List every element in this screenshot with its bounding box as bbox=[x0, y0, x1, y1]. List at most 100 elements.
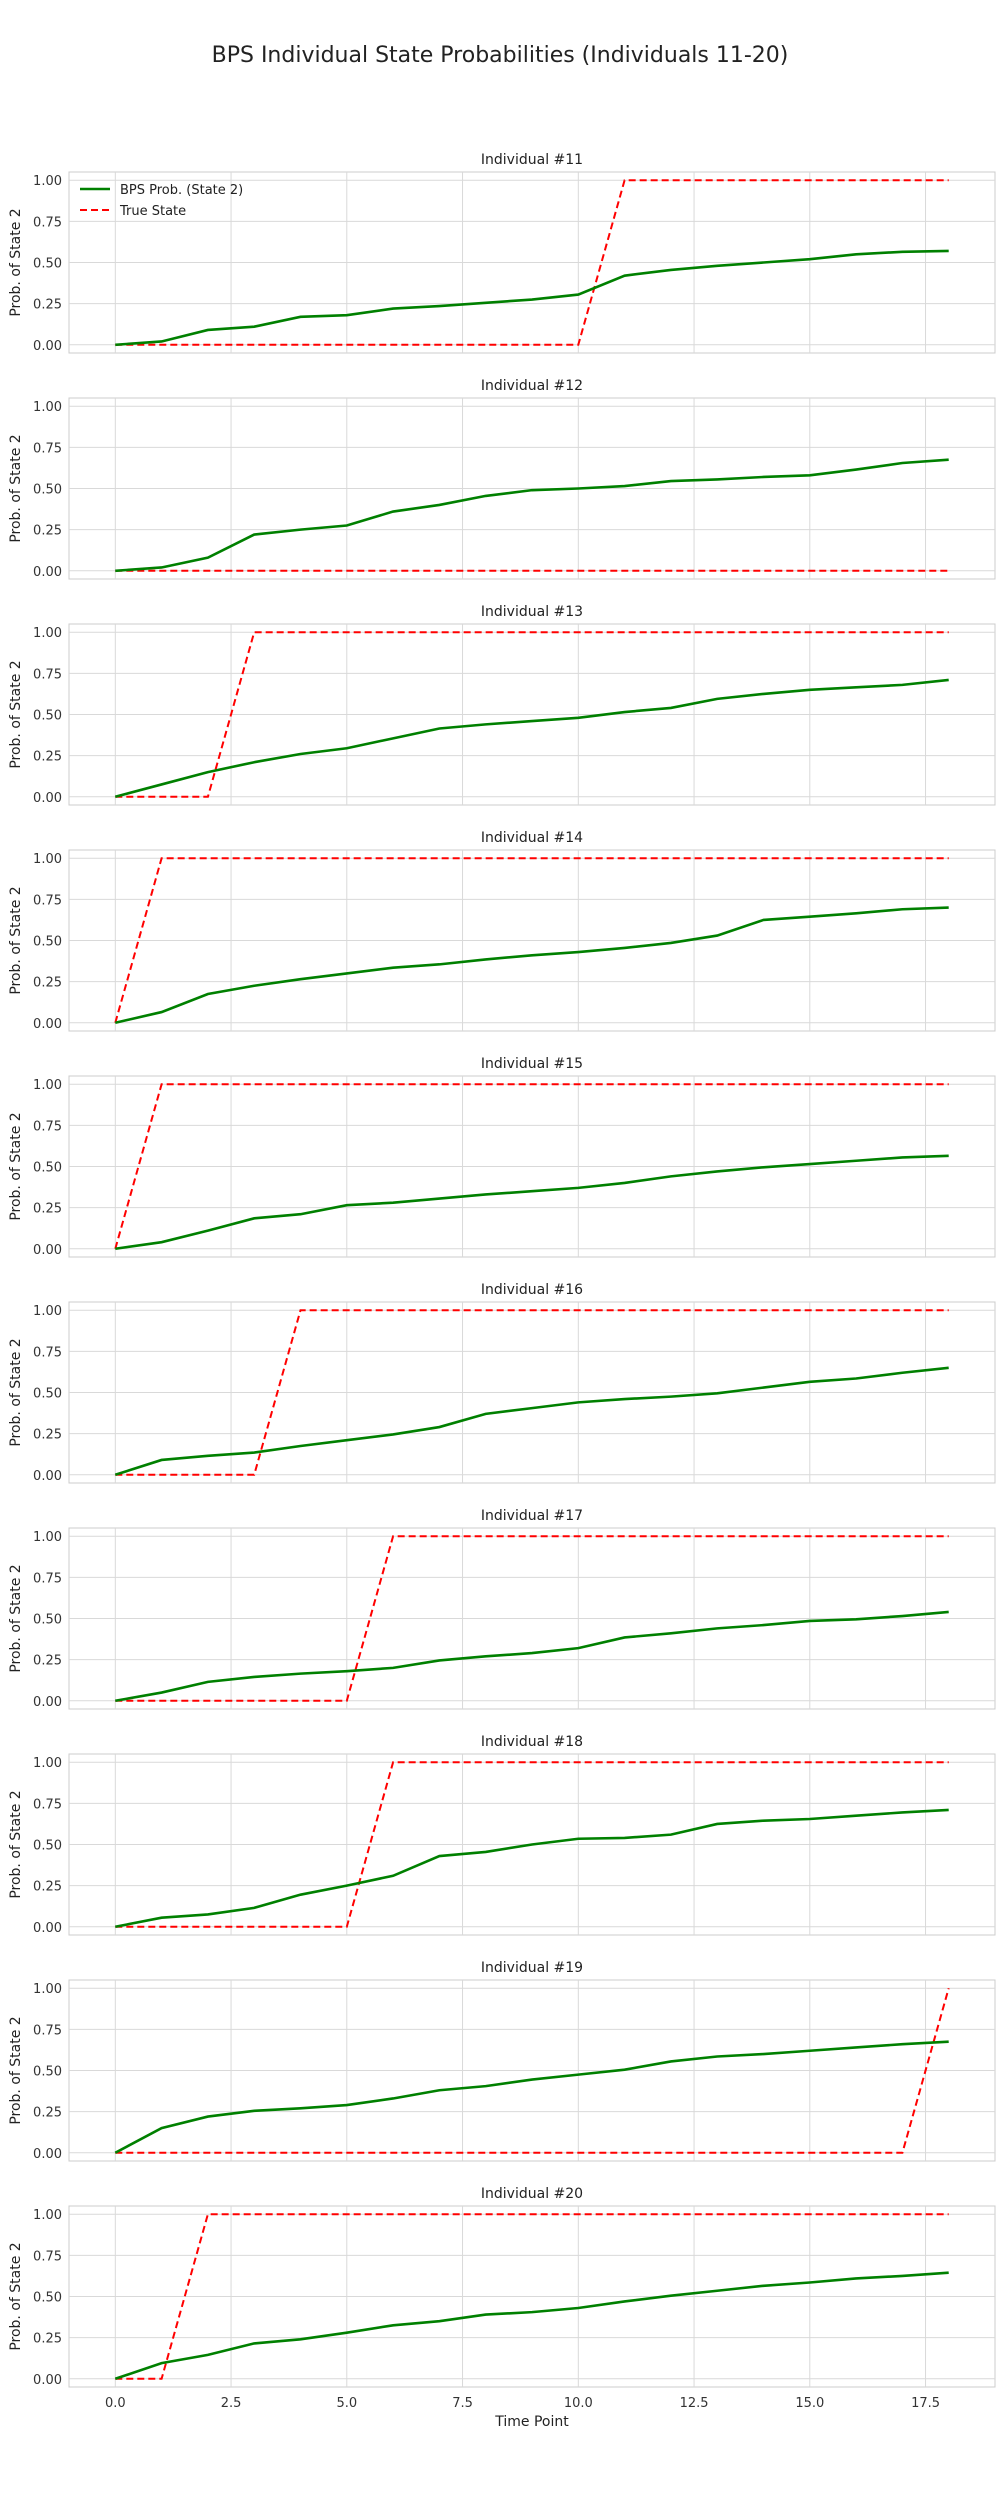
y-tick-label: 1.00 bbox=[33, 852, 62, 867]
bps-prob-line bbox=[114, 2040, 949, 2154]
figure-title: BPS Individual State Probabilities (Indi… bbox=[211, 43, 789, 68]
panel-3: Individual #13 0.00 0.25 0.50 0.75 1.00 Prob. … bbox=[8, 604, 996, 806]
legend-label-bps: BPS Prob. (State 2) bbox=[120, 183, 243, 198]
y-tick-label: 0.25 bbox=[33, 1202, 62, 1217]
y-tick-label: 0.25 bbox=[33, 1654, 62, 1669]
x-tick-label: 5.0 bbox=[336, 2396, 357, 2411]
y-tick-label: 1.00 bbox=[33, 2208, 62, 2223]
y-axis-label: Prob. of State 2 bbox=[8, 2016, 24, 2124]
y-tick-label: 0.25 bbox=[33, 1880, 62, 1895]
bps-prob-line bbox=[115, 906, 949, 1025]
y-tick-label: 0.25 bbox=[33, 976, 62, 991]
y-tick-label: 0.00 bbox=[33, 2147, 62, 2162]
y-tick-label: 0.75 bbox=[33, 1119, 62, 1134]
y-tick-label: 0.50 bbox=[33, 1161, 62, 1176]
x-tick-label: 12.5 bbox=[680, 2396, 709, 2411]
true-state-line bbox=[115, 1535, 949, 1702]
y-tick-label: 1.00 bbox=[33, 1982, 62, 1997]
bps-prob-line bbox=[115, 1610, 949, 1703]
panel-7: Individual #17 0.00 0.25 0.50 0.75 1.00 Prob. … bbox=[8, 1508, 996, 1710]
y-tick-label: 0.00 bbox=[33, 1017, 62, 1032]
y-tick-label: 0.50 bbox=[33, 257, 62, 272]
y-tick-label: 0.25 bbox=[33, 2332, 62, 2347]
y-tick-label: 0.00 bbox=[33, 1469, 62, 1484]
y-tick-label: 0.75 bbox=[33, 2249, 62, 2264]
y-tick-label: 0.50 bbox=[33, 1839, 62, 1854]
y-axis-label: Prob. of State 2 bbox=[8, 886, 24, 994]
y-tick-label: 0.25 bbox=[33, 2106, 62, 2121]
y-tick-label: 0.50 bbox=[33, 2291, 62, 2306]
x-tick-label: 15.0 bbox=[795, 2396, 824, 2411]
x-tick-label: 10.0 bbox=[564, 2396, 593, 2411]
true-state-line bbox=[115, 1761, 949, 1928]
y-tick-label: 0.00 bbox=[33, 1921, 62, 1936]
x-tick-label: 2.5 bbox=[221, 2396, 242, 2411]
y-tick-label: 0.25 bbox=[33, 298, 62, 313]
true-state-line bbox=[115, 1309, 949, 1476]
true-state-line bbox=[115, 631, 949, 798]
y-axis-label: Prob. of State 2 bbox=[8, 660, 24, 768]
true-state-line bbox=[115, 2213, 949, 2380]
y-tick-label: 0.00 bbox=[33, 1243, 62, 1258]
x-tick-label: 0.0 bbox=[105, 2396, 126, 2411]
y-tick-label: 1.00 bbox=[33, 1304, 62, 1319]
bps-prob-line bbox=[114, 2271, 949, 2381]
bps-prob-line bbox=[115, 1154, 949, 1251]
y-tick-label: 0.50 bbox=[33, 1387, 62, 1402]
y-tick-label: 0.00 bbox=[33, 2373, 62, 2388]
y-tick-label: 0.75 bbox=[33, 2023, 62, 2038]
y-axis-label: Prob. of State 2 bbox=[8, 1564, 24, 1672]
panel-2: Individual #12 0.00 0.25 0.50 0.75 1.00 Prob. … bbox=[8, 378, 996, 580]
panel-6: Individual #16 0.00 0.25 0.50 0.75 1.00 Prob. … bbox=[8, 1282, 996, 1484]
y-axis-label: Prob. of State 2 bbox=[8, 1790, 24, 1898]
panel-title: Individual #18 bbox=[481, 1734, 583, 1750]
panel-title: Individual #13 bbox=[481, 604, 583, 620]
panel-8: Individual #18 0.00 0.25 0.50 0.75 1.00 Prob. … bbox=[8, 1734, 996, 1936]
y-tick-label: 0.75 bbox=[33, 893, 62, 908]
y-tick-label: 1.00 bbox=[33, 1756, 62, 1771]
bps-prob-line bbox=[115, 249, 949, 347]
true-state-line bbox=[114, 857, 949, 1024]
panel-1: Individual #11 0.00 0.25 0.50 0.75 1.00 Prob. … bbox=[8, 152, 996, 354]
true-state-line bbox=[115, 1987, 950, 2154]
y-tick-label: 0.75 bbox=[33, 667, 62, 682]
legend-label-true: True State bbox=[119, 204, 186, 219]
y-axis-label: Prob. of State 2 bbox=[8, 208, 24, 316]
y-tick-label: 0.75 bbox=[33, 1797, 62, 1812]
y-tick-label: 1.00 bbox=[33, 626, 62, 641]
y-tick-label: 0.75 bbox=[33, 1571, 62, 1586]
y-tick-label: 0.00 bbox=[33, 565, 62, 580]
y-tick-label: 0.00 bbox=[33, 1695, 62, 1710]
y-tick-label: 0.25 bbox=[33, 524, 62, 539]
y-tick-label: 0.50 bbox=[33, 1613, 62, 1628]
panel-10: Individual #20 0.00 0.25 0.50 0.75 1.00 Prob. … bbox=[8, 2186, 996, 2430]
panel-title: Individual #17 bbox=[481, 1508, 583, 1524]
y-tick-label: 0.00 bbox=[33, 339, 62, 354]
panel-5: Individual #15 0.00 0.25 0.50 0.75 1.00 Prob. … bbox=[8, 1056, 996, 1258]
panel-title: Individual #12 bbox=[481, 378, 583, 394]
bps-prob-line bbox=[115, 1808, 949, 1929]
x-tick-label: 17.5 bbox=[911, 2396, 940, 2411]
y-axis-label: Prob. of State 2 bbox=[8, 1112, 24, 1220]
y-axis-label: Prob. of State 2 bbox=[8, 1338, 24, 1446]
panel-9: Individual #19 0.00 0.25 0.50 0.75 1.00 Prob. … bbox=[8, 1960, 996, 2162]
x-axis-label: Time Point bbox=[494, 2414, 569, 2430]
y-axis-label: Prob. of State 2 bbox=[8, 2242, 24, 2350]
panel-title: Individual #16 bbox=[481, 1282, 583, 1298]
y-tick-label: 1.00 bbox=[33, 400, 62, 415]
y-tick-label: 1.00 bbox=[33, 1078, 62, 1093]
y-tick-label: 1.00 bbox=[33, 1530, 62, 1545]
bps-prob-line bbox=[114, 1366, 949, 1477]
y-tick-label: 0.25 bbox=[33, 750, 62, 765]
y-tick-label: 0.50 bbox=[33, 709, 62, 724]
panel-title: Individual #20 bbox=[481, 2186, 583, 2202]
y-tick-label: 0.50 bbox=[33, 935, 62, 950]
y-tick-label: 0.50 bbox=[33, 2065, 62, 2080]
panel-4: Individual #14 0.00 0.25 0.50 0.75 1.00 Prob. … bbox=[8, 830, 996, 1032]
y-tick-label: 0.75 bbox=[33, 1345, 62, 1360]
y-tick-label: 0.50 bbox=[33, 483, 62, 498]
y-tick-label: 0.75 bbox=[33, 215, 62, 230]
bps-prob-line bbox=[115, 458, 949, 573]
bps-prob-line bbox=[114, 678, 949, 799]
